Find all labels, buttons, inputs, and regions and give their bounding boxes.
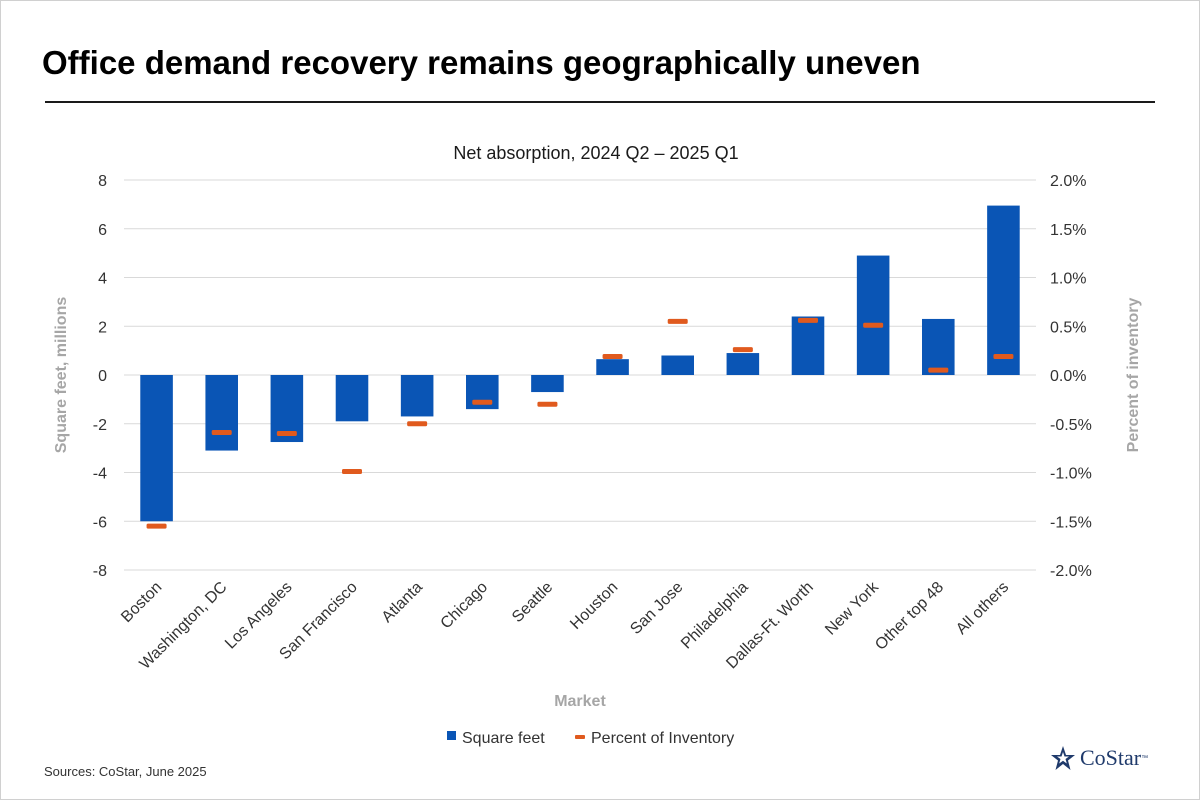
legend-label-percent-of-inventory: Percent of Inventory — [591, 730, 734, 747]
source-note: Sources: CoStar, June 2025 — [44, 764, 207, 779]
legend-swatch-square-feet — [447, 731, 456, 740]
percent-marker — [667, 318, 688, 324]
x-tick-label: Philadelphia — [678, 579, 752, 653]
x-tick-label: Chicago — [438, 579, 492, 633]
bar — [270, 375, 304, 443]
y-tick-label: 6 — [98, 222, 107, 239]
percent-marker — [342, 469, 362, 475]
percent-marker — [928, 367, 949, 373]
bar — [400, 375, 434, 417]
headline: Office demand recovery remains geographi… — [42, 44, 921, 81]
y2-tick-label: 1.5% — [1050, 222, 1086, 239]
x-tick-label: Other top 48 — [872, 579, 947, 654]
y-axis-label: Square feet, millions — [53, 297, 70, 454]
y2-axis-label: Percent of inventory — [1125, 298, 1142, 453]
percent-marker — [146, 523, 167, 529]
gridlines — [124, 179, 1036, 571]
x-tick-label: Seattle — [509, 579, 556, 626]
legend-swatch-percent-of-inventory — [575, 735, 585, 739]
y-tick-label: -6 — [93, 514, 107, 531]
x-tick-label: Boston — [118, 579, 165, 626]
y2-tick-label: 2.0% — [1050, 173, 1086, 190]
x-axis-label: Market — [554, 693, 606, 710]
costar-star-icon — [1051, 746, 1075, 770]
x-tick-label: Los Angeles — [222, 579, 296, 653]
y-tick-label: 0 — [98, 368, 107, 385]
bar — [335, 375, 369, 422]
costar-logo-text: CoStar — [1080, 745, 1142, 770]
bar — [922, 318, 955, 375]
y-tick-label: 2 — [98, 319, 107, 336]
y2-tick-label: -2.0% — [1050, 563, 1092, 580]
bars — [140, 205, 1020, 522]
percent-marker — [211, 430, 232, 436]
bar — [531, 375, 564, 393]
y2-tick-label: -1.0% — [1050, 466, 1092, 483]
percent-marker — [798, 317, 818, 323]
bar — [661, 355, 694, 375]
percent-marker — [276, 431, 297, 436]
y-tick-label: -2 — [93, 417, 107, 434]
percent-marker — [993, 353, 1014, 359]
legend: Square feet Percent of Inventory — [447, 730, 734, 747]
y2-tick-label: 1.0% — [1050, 271, 1086, 288]
headline-rule — [45, 101, 1155, 103]
percent-marker — [602, 353, 623, 359]
legend-label-square-feet: Square feet — [462, 730, 545, 747]
y-axis-ticks: 8 6 4 2 0 -2 -4 -6 -8 — [93, 173, 107, 580]
x-tick-label: Atlanta — [379, 579, 426, 626]
bar — [596, 359, 629, 375]
y2-tick-label: -0.5% — [1050, 417, 1092, 434]
x-tick-label: San Jose — [627, 579, 686, 638]
bar — [987, 205, 1020, 375]
bar — [726, 353, 760, 375]
y2-tick-label: 0.5% — [1050, 319, 1086, 336]
x-tick-label: Houston — [567, 579, 621, 633]
costar-logo-trademark: ™ — [1141, 754, 1149, 762]
y-tick-label: -4 — [93, 466, 107, 483]
y-tick-label: 8 — [98, 173, 107, 190]
costar-logo: CoStar ™ — [1050, 740, 1160, 776]
bar — [856, 255, 890, 375]
y-tick-label: -8 — [93, 563, 107, 580]
y2-tick-label: -1.5% — [1050, 514, 1092, 531]
percent-marker — [407, 421, 428, 427]
percent-marker — [732, 347, 753, 353]
y2-axis-ticks: 2.0% 1.5% 1.0% 0.5% 0.0% -0.5% -1.0% -1.5% -2.0% — [1050, 173, 1092, 580]
x-tick-label: All others — [953, 579, 1012, 638]
x-tick-label: New York — [822, 578, 883, 639]
bar — [140, 375, 173, 522]
chart-title: Net absorption, 2024 Q2 – 2025 Q1 — [453, 143, 738, 163]
bar — [791, 316, 825, 375]
y2-tick-label: 0.0% — [1050, 368, 1086, 385]
markers — [146, 317, 1014, 529]
bar — [205, 375, 238, 451]
percent-marker — [537, 401, 558, 407]
y-tick-label: 4 — [98, 271, 107, 288]
percent-marker — [472, 399, 493, 405]
percent-marker — [863, 322, 884, 328]
